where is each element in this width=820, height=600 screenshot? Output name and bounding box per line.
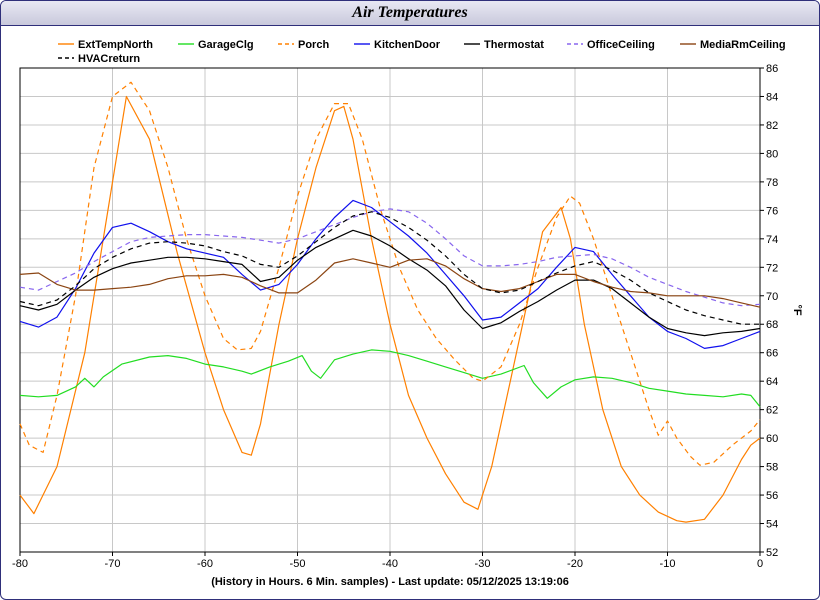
series-line-thermostat bbox=[19, 229, 761, 337]
x-tick-label: -10 bbox=[660, 558, 676, 570]
series-line-garageclg bbox=[19, 349, 761, 408]
title-bar: Air Temperatures bbox=[1, 1, 819, 26]
y-tick-label: 58 bbox=[766, 462, 778, 474]
legend-label: ExtTempNorth bbox=[78, 39, 153, 51]
y-tick-label: 74 bbox=[766, 234, 778, 246]
legend-label: Thermostat bbox=[484, 39, 544, 51]
x-tick-label: -50 bbox=[290, 558, 306, 570]
x-tick-label: -70 bbox=[105, 558, 121, 570]
chart-footer: (History in Hours. 6 Min. samples) - Las… bbox=[211, 576, 569, 588]
y-tick-label: 84 bbox=[766, 91, 778, 103]
series-line-porch bbox=[19, 81, 761, 466]
series-line-exttempnorth bbox=[19, 95, 761, 523]
y-tick-label: 76 bbox=[766, 205, 778, 217]
y-tick-label: 82 bbox=[766, 120, 778, 132]
legend-label: HVACreturn bbox=[78, 53, 140, 65]
series-lines bbox=[19, 81, 761, 523]
y-tick-label: 68 bbox=[766, 319, 778, 331]
legend-label: GarageClg bbox=[198, 39, 254, 51]
y-tick-label: 64 bbox=[766, 376, 778, 388]
y-tick-label: 62 bbox=[766, 405, 778, 417]
y-tick-label: 66 bbox=[766, 348, 778, 360]
x-tick-label: -40 bbox=[382, 558, 398, 570]
y-tick-label: 56 bbox=[766, 490, 778, 502]
legend-label: MediaRmCeiling bbox=[700, 39, 786, 51]
series-line-hvacreturn bbox=[19, 211, 760, 325]
y-tick-label: 72 bbox=[766, 262, 778, 274]
y-tick-label: 80 bbox=[766, 148, 778, 160]
series-line-officeceiling bbox=[19, 208, 761, 307]
series-line-mediarmceiling bbox=[19, 258, 761, 308]
legend-label: Porch bbox=[298, 39, 329, 51]
chart-title: Air Temperatures bbox=[352, 4, 468, 21]
series-line-kitchendoor bbox=[19, 199, 761, 349]
y-tick-label: 70 bbox=[766, 291, 778, 303]
y-tick-label: 54 bbox=[766, 519, 778, 531]
x-tick-label: -20 bbox=[567, 558, 583, 570]
x-tick-label: -60 bbox=[197, 558, 213, 570]
x-tick-label: -30 bbox=[475, 558, 491, 570]
y-tick-label: 52 bbox=[766, 547, 778, 559]
y-tick-label: 86 bbox=[766, 63, 778, 75]
y-axis-label: °F bbox=[791, 304, 803, 315]
grid-lines bbox=[19, 67, 761, 553]
y-tick-label: 60 bbox=[766, 433, 778, 445]
legend-label: KitchenDoor bbox=[374, 39, 441, 51]
legend-label: OfficeCeiling bbox=[587, 39, 655, 51]
y-tick-label: 78 bbox=[766, 177, 778, 189]
x-tick-label: 0 bbox=[757, 558, 763, 570]
legend: ExtTempNorth GarageClg Porch KitchenDoor The… bbox=[58, 39, 786, 65]
x-tick-label: -80 bbox=[12, 558, 28, 570]
